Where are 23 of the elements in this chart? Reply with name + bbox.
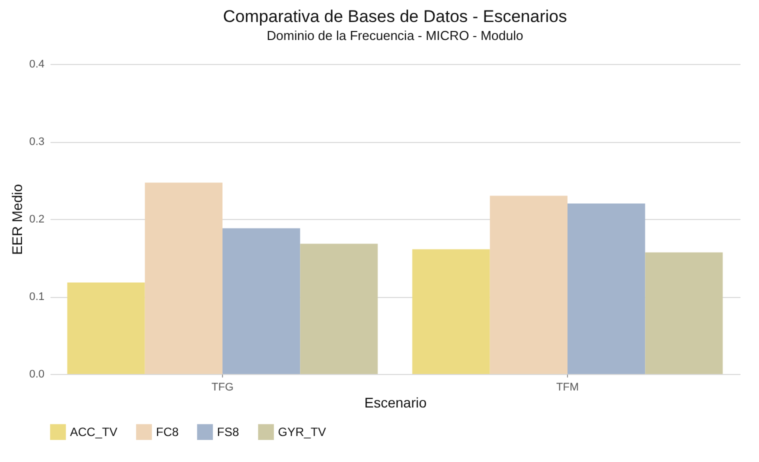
y-tick-label: 0.3 [29, 136, 44, 148]
bar [144, 182, 222, 374]
y-axis-title: EER Medio [9, 184, 26, 255]
bar [222, 228, 300, 374]
legend-label: GYR_TV [278, 425, 326, 440]
legend-label: FS8 [217, 425, 240, 440]
legend-label: FC8 [156, 425, 179, 440]
chart-title: Comparativa de Bases de Datos - Escenarios [223, 7, 567, 26]
legend-label: ACC_TV [70, 425, 118, 440]
bar [412, 249, 490, 374]
bar [67, 282, 145, 374]
bar [300, 244, 378, 374]
x-tick-label: TFG [212, 382, 234, 394]
x-tick-label: TFM [556, 382, 579, 394]
y-tick-label: 0.4 [29, 58, 44, 70]
bar [568, 204, 646, 374]
chart-subtitle: Dominio de la Frecuencia - MICRO - Modulo [266, 28, 524, 43]
y-tick-label: 0.2 [29, 214, 44, 226]
y-tick-label: 0.1 [29, 291, 44, 303]
bar [490, 196, 568, 374]
bar [645, 252, 723, 374]
x-axis-title: Escenario [364, 394, 427, 410]
y-tick-label: 0.0 [29, 368, 44, 380]
